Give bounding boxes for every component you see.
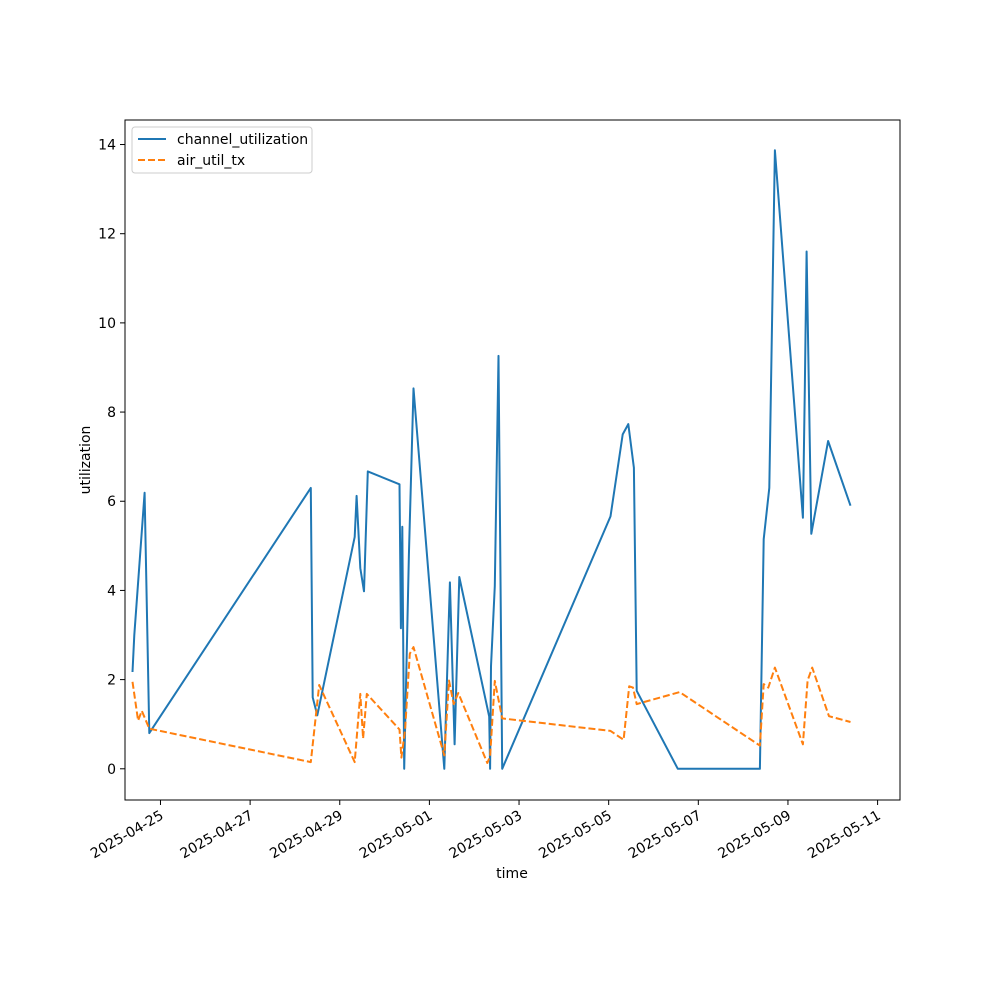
y-axis-label: utilization [78, 426, 94, 495]
legend-label-air-util-tx: air_util_tx [177, 153, 245, 169]
x-axis-label: time [496, 866, 528, 882]
y-tick-label: 2 [107, 673, 116, 689]
legend-box [131, 126, 313, 174]
y-tick-label: 12 [98, 227, 116, 243]
y-axis-ticks: 0 2 4 6 8 10 12 14 [98, 138, 125, 778]
y-tick-label: 14 [98, 138, 116, 154]
axes-frame [124, 119, 901, 801]
y-tick-label: 0 [107, 762, 116, 778]
y-tick-label: 8 [107, 405, 116, 421]
legend-label-channel-utilization: channel_utilization [177, 132, 308, 148]
series-line-air-util-tx [131, 646, 851, 764]
plot-area [131, 149, 852, 770]
y-tick-label: 6 [107, 494, 116, 510]
y-tick-label: 4 [107, 583, 116, 599]
series-line-channel-utilization [131, 149, 852, 770]
y-tick-label: 10 [98, 316, 116, 332]
legend: channel_utilization air_util_tx [131, 126, 313, 174]
